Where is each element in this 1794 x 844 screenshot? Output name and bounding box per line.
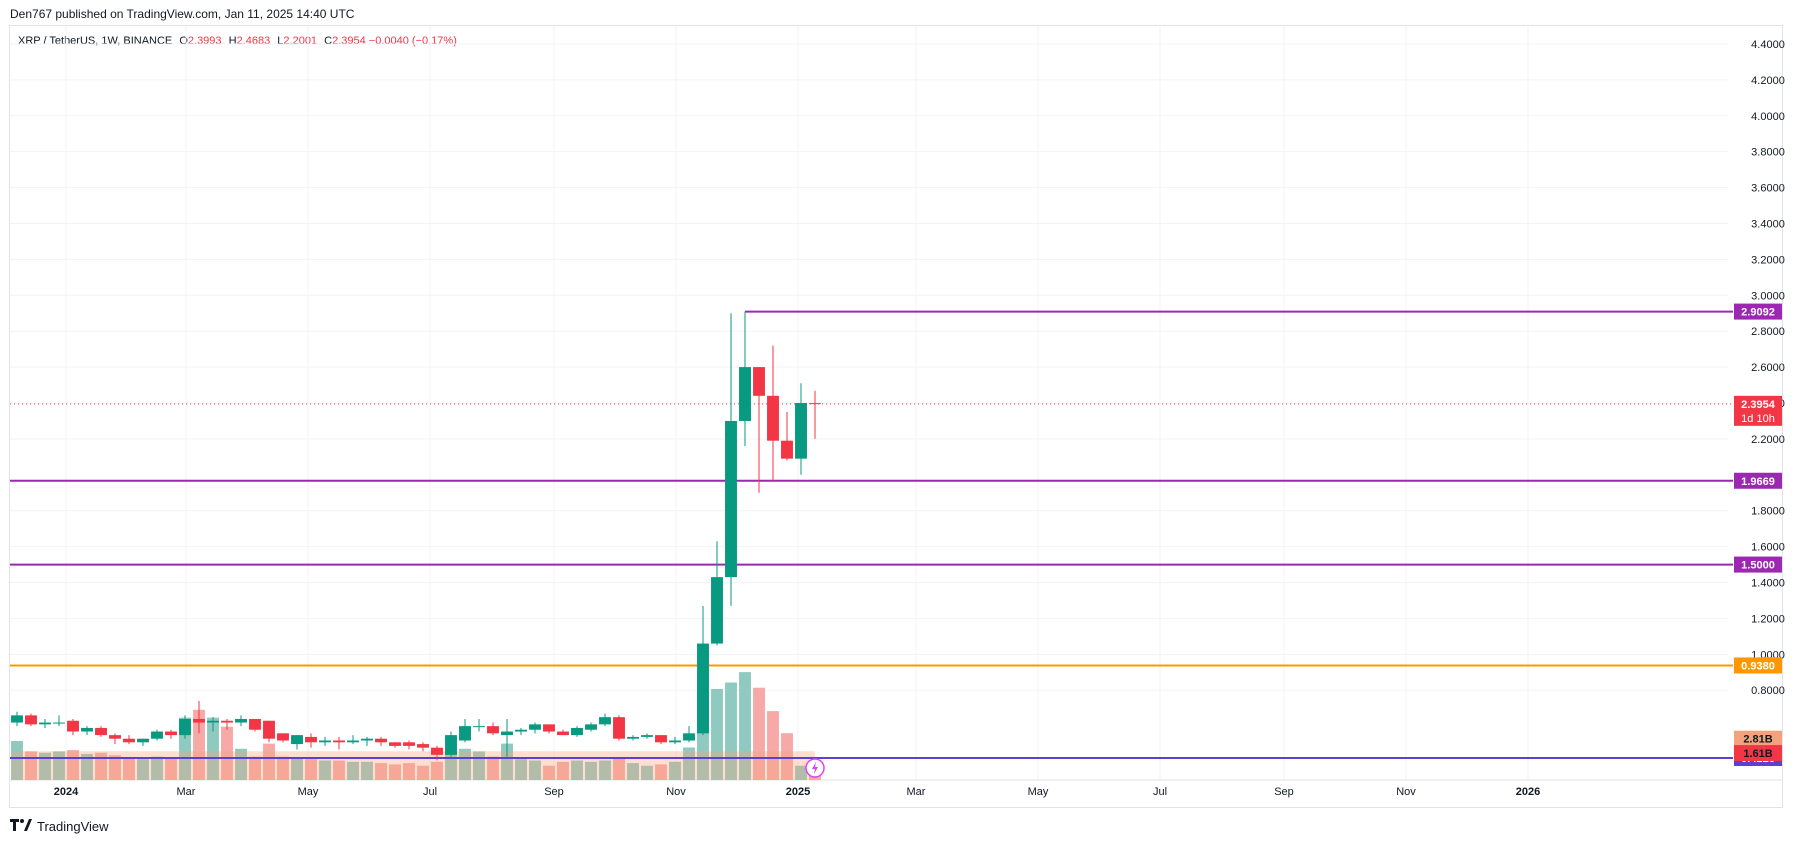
ohlc-close-value: 2.3954: [332, 35, 366, 47]
change-value: −0.0040 (−0.17%): [368, 35, 457, 47]
ohlc-open-label: O: [179, 35, 188, 47]
ohlc-low-label: L: [277, 35, 284, 47]
ohlc-close-label: C: [324, 35, 333, 47]
publisher-line: Den767 published on TradingView.com, Jan…: [10, 7, 355, 21]
tradingview-logo-icon: [10, 818, 32, 834]
footer-brand[interactable]: TradingView: [10, 818, 109, 834]
chart-legend: XRP / TetherUS, 1W, BINANCE O2.3993 H2.4…: [18, 35, 457, 47]
ohlc-high-label: H: [228, 35, 237, 47]
brand-name: TradingView: [37, 818, 109, 834]
symbol-title[interactable]: XRP / TetherUS, 1W, BINANCE: [18, 35, 173, 47]
ohlc-open-value: 2.3993: [187, 35, 222, 47]
ohlc-high-value: 2.4683: [236, 35, 271, 47]
ohlc-low-value: 2.2001: [283, 35, 318, 47]
chart-frame: [9, 25, 1783, 808]
